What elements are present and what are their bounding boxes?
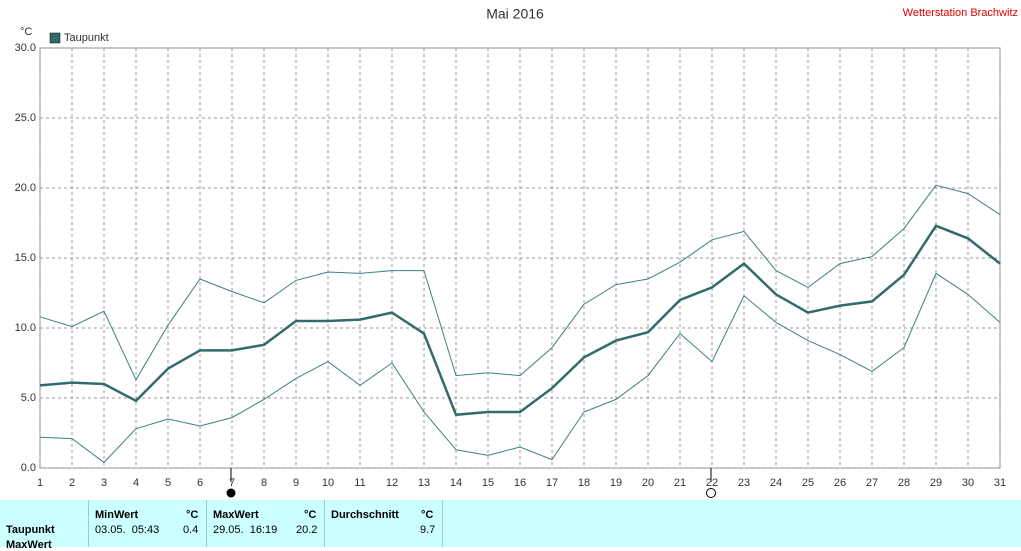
- x-tick-label: 20: [642, 477, 654, 489]
- x-tick-label: 17: [546, 477, 558, 489]
- cell: 9.7: [420, 524, 436, 536]
- x-tick-label: 8: [261, 477, 267, 489]
- header: MaxWert: [213, 509, 259, 521]
- y-tick-label: 25.0: [15, 112, 36, 124]
- cell: 20.2: [296, 524, 318, 536]
- cell: 03.05. 05:43: [95, 524, 160, 536]
- header: MinWert: [95, 509, 139, 521]
- y-tick-label: 20.0: [15, 182, 36, 194]
- cell: 29.05. 16:19: [213, 524, 278, 536]
- x-tick-label: 5: [165, 477, 171, 489]
- x-tick-label: 2: [69, 477, 75, 489]
- y-tick-label: 15.0: [15, 252, 36, 264]
- x-tick-label: 14: [450, 477, 462, 489]
- row-label: Taupunkt: [6, 524, 55, 536]
- x-tick-label: 10: [322, 477, 334, 489]
- x-tick-label: 24: [770, 477, 782, 489]
- x-tick-label: 22: [706, 477, 718, 489]
- x-tick-label: 13: [418, 477, 430, 489]
- x-tick-label: 29: [930, 477, 942, 489]
- moon-new: [226, 488, 236, 498]
- max-line: [39, 184, 1001, 381]
- col-sep: [206, 500, 207, 547]
- header: Durchschnitt: [331, 509, 399, 521]
- y-tick-label: 30.0: [15, 42, 36, 54]
- x-tick-label: 18: [578, 477, 590, 489]
- header: °C: [186, 509, 199, 521]
- x-tick-label: 12: [386, 477, 398, 489]
- x-tick-label: 26: [834, 477, 846, 489]
- x-tick-label: 6: [197, 477, 203, 489]
- y-tick-label: 0.0: [21, 462, 36, 474]
- cell: 0.4: [183, 524, 199, 536]
- x-tick-label: 25: [802, 477, 814, 489]
- x-tick-label: 4: [133, 477, 139, 489]
- legend-swatch: [49, 32, 61, 44]
- chart: Mai 2016 Wetterstation Brachwitz °C 0.0 5…: [15, 6, 1018, 498]
- y-tick-label: 5.0: [21, 392, 36, 404]
- x-tick-label: 31: [994, 477, 1006, 489]
- x-tick-label: 28: [898, 477, 910, 489]
- y-unit: °C: [20, 26, 32, 38]
- header: °C: [421, 509, 434, 521]
- y-tick-label: 10.0: [15, 322, 36, 334]
- series-line: [39, 224, 1001, 417]
- chart-title: Mai 2016: [486, 6, 544, 22]
- x-tick-label: 9: [293, 477, 299, 489]
- row-label: MaxWert: [6, 539, 52, 551]
- x-tick-label: 21: [674, 477, 686, 489]
- x-tick-label: 11: [354, 477, 365, 489]
- moon-full: [706, 488, 716, 498]
- stats-table: MinWert °C MaxWert °C Durchschnitt °C Ta…: [0, 500, 1021, 551]
- legend-label: Taupunkt: [64, 32, 109, 44]
- col-sep: [442, 500, 443, 547]
- x-tick-label: 23: [738, 477, 750, 489]
- header: °C: [304, 509, 317, 521]
- col-sep: [88, 500, 89, 547]
- x-tick-label: 16: [514, 477, 526, 489]
- x-tick-label: 7: [229, 477, 235, 489]
- x-tick-label: 1: [37, 477, 43, 489]
- x-tick-label: 3: [101, 477, 107, 489]
- x-tick-label: 30: [962, 477, 974, 489]
- station: Wetterstation Brachwitz: [903, 7, 1018, 19]
- col-sep: [324, 500, 325, 547]
- min-line: [39, 272, 1001, 464]
- x-tick-label: 27: [866, 477, 878, 489]
- x-tick-label: 19: [610, 477, 622, 489]
- x-tick-label: 15: [482, 477, 494, 489]
